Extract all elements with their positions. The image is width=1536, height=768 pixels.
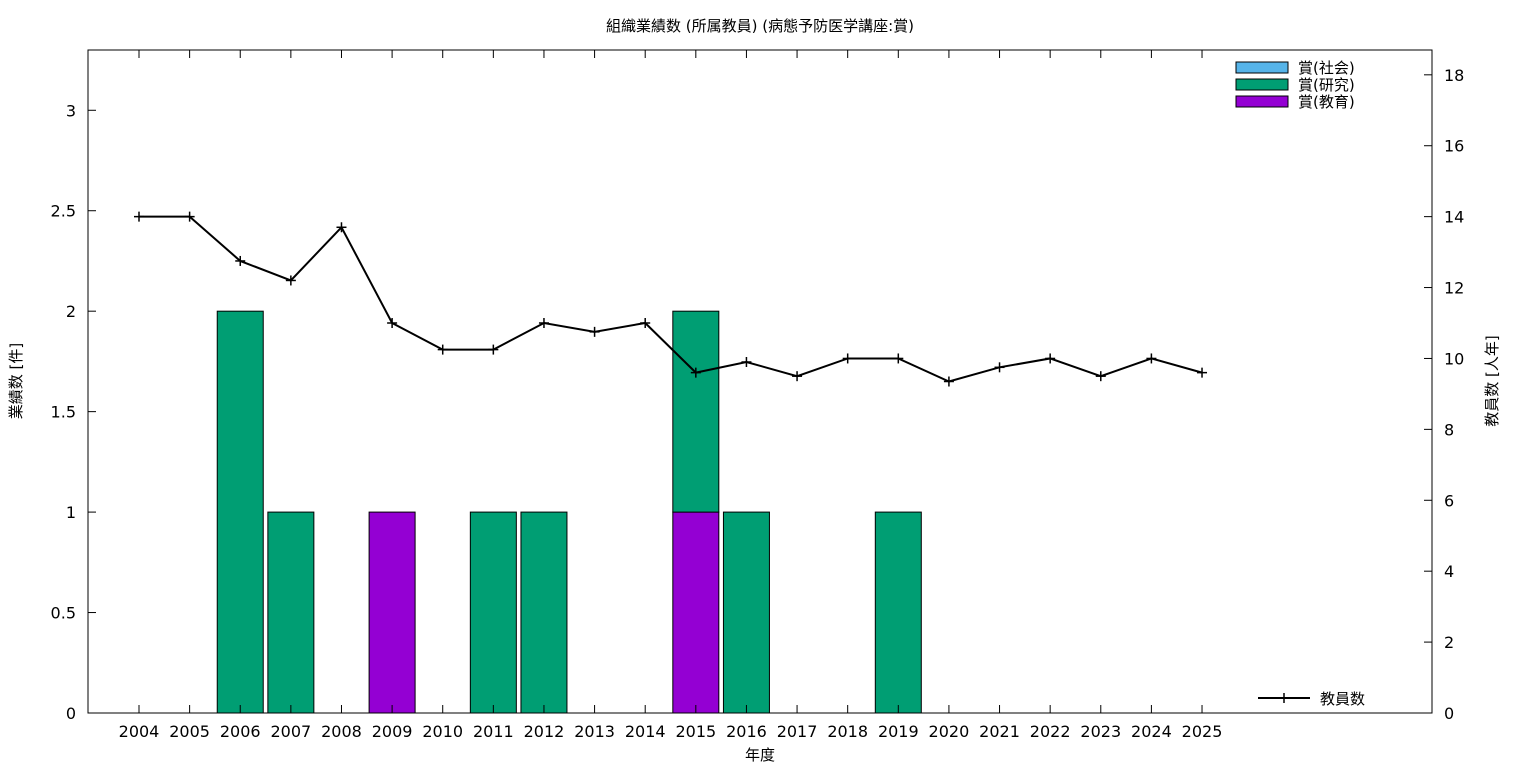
line-point (336, 222, 347, 233)
bar (368, 511, 416, 714)
y2-tick-label: 10 (1444, 349, 1464, 368)
line-point (387, 318, 398, 328)
x-tick-label: 2021 (979, 722, 1020, 741)
line-point (893, 353, 904, 364)
line-point (640, 318, 651, 328)
x-tick-label: 2007 (271, 722, 312, 741)
y-tick-label: 1 (66, 503, 76, 522)
legend-label: 賞(社会) (1298, 59, 1355, 77)
bar (672, 511, 720, 714)
x-tick-label: 2004 (119, 722, 160, 741)
x-tick-label: 2023 (1080, 722, 1121, 741)
line-point (1197, 367, 1208, 378)
y-axis-label: 業績数 [件] (7, 343, 25, 419)
bar (672, 310, 720, 513)
legend-swatch (1235, 78, 1289, 91)
bar (216, 310, 264, 714)
y-tick-label: 2 (66, 302, 76, 321)
bar (469, 511, 517, 714)
x-tick-label: 2018 (827, 722, 868, 741)
y2-tick-label: 6 (1444, 491, 1454, 510)
y2-tick-label: 0 (1444, 704, 1454, 723)
line-point (842, 353, 853, 364)
y2-tick-label: 16 (1444, 137, 1464, 156)
line-point (792, 371, 803, 382)
line-point (1045, 353, 1056, 364)
y2-axis: 0 2 4 6 8 10 12 14 16 18 (1424, 66, 1464, 723)
x-tick-label: 2013 (574, 722, 615, 741)
line-point (285, 275, 296, 286)
legend-label: 賞(教育) (1298, 93, 1355, 111)
x-tick-label: 2024 (1131, 722, 1172, 741)
y2-tick-label: 12 (1444, 279, 1464, 298)
line-point (943, 376, 954, 387)
line-point (1146, 353, 1157, 364)
line-point (235, 255, 246, 266)
teacher-line (134, 211, 1208, 387)
bar (874, 511, 922, 714)
y-tick-label: 3 (66, 101, 76, 120)
x-tick-label: 2015 (675, 722, 716, 741)
line-point (589, 326, 600, 337)
legend: 賞(社会)賞(研究)賞(教育) (1235, 59, 1355, 111)
bar (722, 511, 770, 714)
y-axis: 0 0.5 1 1.5 2 2.5 3 (51, 101, 96, 723)
line-legend: 教員数 (1258, 690, 1365, 708)
legend-line-label: 教員数 (1320, 690, 1365, 708)
y2-axis-label: 教員数 [人年] (1483, 335, 1501, 426)
x-tick-label: 2017 (777, 722, 818, 741)
x-tick-label: 2022 (1030, 722, 1071, 741)
x-tick-label: 2010 (422, 722, 463, 741)
y2-tick-label: 18 (1444, 66, 1464, 85)
y2-tick-label: 2 (1444, 633, 1454, 652)
y2-tick-label: 4 (1444, 562, 1454, 581)
x-tick-label: 2016 (726, 722, 767, 741)
legend-swatch (1235, 61, 1289, 74)
x-tick-label: 2025 (1182, 722, 1223, 741)
x-tick-label: 2006 (220, 722, 261, 741)
line-point (488, 344, 499, 355)
line-point (1095, 371, 1106, 382)
line-point (994, 362, 1005, 373)
line-point (184, 211, 195, 222)
bar (267, 511, 315, 714)
x-tick-label: 2019 (878, 722, 919, 741)
legend-label: 賞(研究) (1298, 76, 1355, 94)
x-tick-label: 2005 (169, 722, 210, 741)
line-point (690, 367, 701, 378)
x-tick-label: 2012 (524, 722, 565, 741)
y-tick-label: 1.5 (51, 403, 76, 422)
y-tick-label: 0 (66, 704, 76, 723)
teacher-line-path (139, 215, 1203, 383)
x-tick-label: 2020 (929, 722, 970, 741)
x-axis: 2004 2005 2006 2007 2008 2009 2010 2011 2012 2013… (119, 50, 1223, 741)
chart-title: 組織業績数 (所属教員) (病態予防医学講座:賞) (606, 17, 914, 35)
x-axis-label: 年度 (745, 746, 775, 764)
bar (520, 511, 568, 714)
y2-tick-label: 14 (1444, 208, 1464, 227)
y-tick-label: 0.5 (51, 604, 76, 623)
plot-frame (87, 49, 1433, 714)
x-tick-label: 2014 (625, 722, 666, 741)
x-tick-label: 2011 (473, 722, 514, 741)
line-point (538, 318, 549, 328)
line-point (437, 344, 448, 355)
y2-tick-label: 8 (1444, 420, 1454, 439)
legend-swatch (1235, 95, 1289, 108)
bars (216, 310, 922, 714)
line-point (741, 357, 752, 367)
y-tick-label: 2.5 (51, 202, 76, 221)
x-tick-label: 2008 (321, 722, 362, 741)
line-point (134, 211, 144, 222)
x-tick-label: 2009 (372, 722, 413, 741)
